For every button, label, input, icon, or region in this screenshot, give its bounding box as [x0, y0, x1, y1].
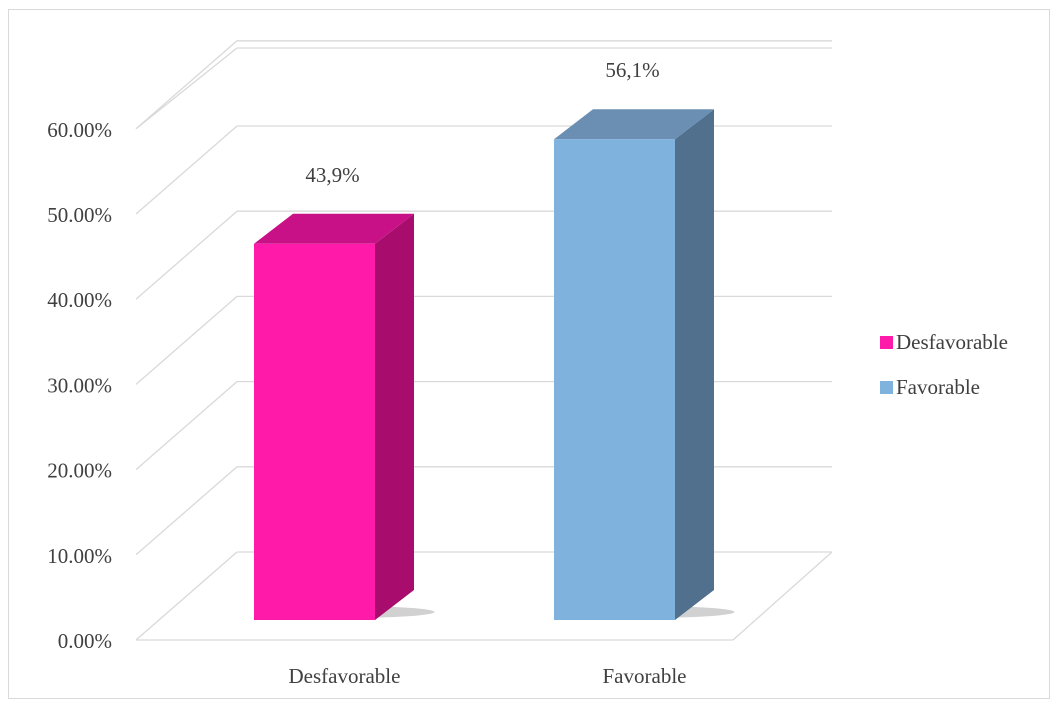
gridline-diagonal	[135, 295, 238, 385]
floor-right-edge	[732, 551, 833, 641]
y-tick-label: 0.00%	[58, 629, 112, 653]
y-tick-label: 60.00%	[47, 118, 112, 142]
x-axis-tick-labels: Desfavorable Favorable	[289, 664, 687, 688]
bar-top	[554, 109, 714, 140]
bar-side	[675, 109, 714, 621]
legend-swatch-desfavorable	[880, 335, 893, 349]
y-axis-tick-labels: 0.00% 10.00% 20.00% 30.00% 40.00% 50.00% 60.00…	[47, 118, 112, 653]
bar-side	[375, 213, 414, 621]
bars	[254, 109, 735, 621]
gridlines	[135, 40, 833, 641]
y-tick-label: 40.00%	[47, 288, 112, 312]
legend: Desfavorable Favorable	[880, 328, 1008, 418]
y-tick-label: 50.00%	[47, 203, 112, 227]
gridline-diagonal	[135, 551, 238, 641]
legend-item-desfavorable[interactable]: Desfavorable	[880, 328, 1008, 356]
gridline-diagonal	[135, 47, 238, 130]
y-tick-label: 10.00%	[47, 544, 112, 568]
bar-front	[554, 139, 675, 620]
legend-label: Favorable	[896, 374, 980, 399]
bar-favorable	[554, 109, 735, 621]
x-tick-label: Desfavorable	[289, 664, 401, 688]
gridline-diagonal	[135, 381, 238, 471]
bar-front	[254, 243, 375, 621]
legend-swatch-favorable	[880, 380, 893, 394]
gridline-diagonal	[135, 125, 238, 215]
chart-frame	[8, 9, 1050, 699]
bar-top	[254, 213, 414, 244]
y-tick-label: 20.00%	[47, 459, 112, 483]
gridline-diagonal	[135, 210, 238, 300]
x-tick-label: Favorable	[603, 664, 687, 688]
gridline-diagonal	[135, 40, 238, 130]
data-labels: 43,9% 56,1%	[305, 58, 659, 187]
legend-label: Desfavorable	[896, 329, 1008, 354]
legend-item-favorable[interactable]: Favorable	[880, 373, 1008, 401]
data-label: 43,9%	[305, 163, 359, 187]
gridline-diagonal	[135, 466, 238, 556]
data-label: 56,1%	[605, 58, 659, 82]
y-tick-label: 30.00%	[47, 373, 112, 397]
bar-desfavorable	[254, 213, 435, 621]
